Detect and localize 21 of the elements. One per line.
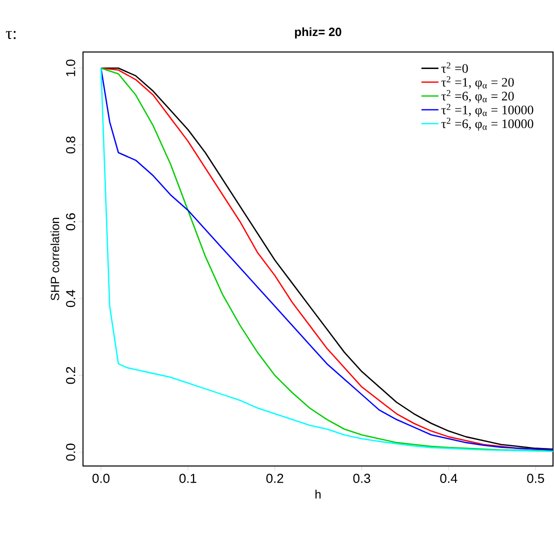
legend-label: τ$^{2}$ =6, φ$_{α}$ = 20 [441,90,514,104]
x-axis-title: h [316,490,321,498]
y-tick-label: 0.2 [66,367,76,384]
x-tick-label: 0.0 [92,474,110,483]
x-tick-label: 0.5 [527,474,544,483]
legend-label: τ$^{2}$ =0 [441,62,468,73]
y-tick-label: 0.8 [66,136,76,154]
y-tick-label: 1.0 [66,60,76,76]
text: τ: [6,30,16,40]
chart-title: phiz= 20 [295,27,342,38]
y-tick-label: 0.4 [66,290,76,308]
y-tick-label: 0.6 [66,213,76,230]
legend-label: τ$^{2}$ =1, φ$_{α}$ = 20 [441,76,514,90]
legend-label: τ$^{2}$ =1, φ$_{α}$ = 10000 [441,104,534,117]
x-tick-label: 0.1 [179,474,196,483]
x-tick-label: 0.4 [440,474,458,483]
x-tick-label: 0.2 [266,474,284,483]
legend-label: τ$^{2}$ =6, φ$_{α}$ = 10000 [441,118,534,131]
y-tick-label: 0.0 [66,444,76,461]
x-tick-label: 0.3 [353,474,370,483]
y-axis-title: SHP correlation [50,218,60,300]
